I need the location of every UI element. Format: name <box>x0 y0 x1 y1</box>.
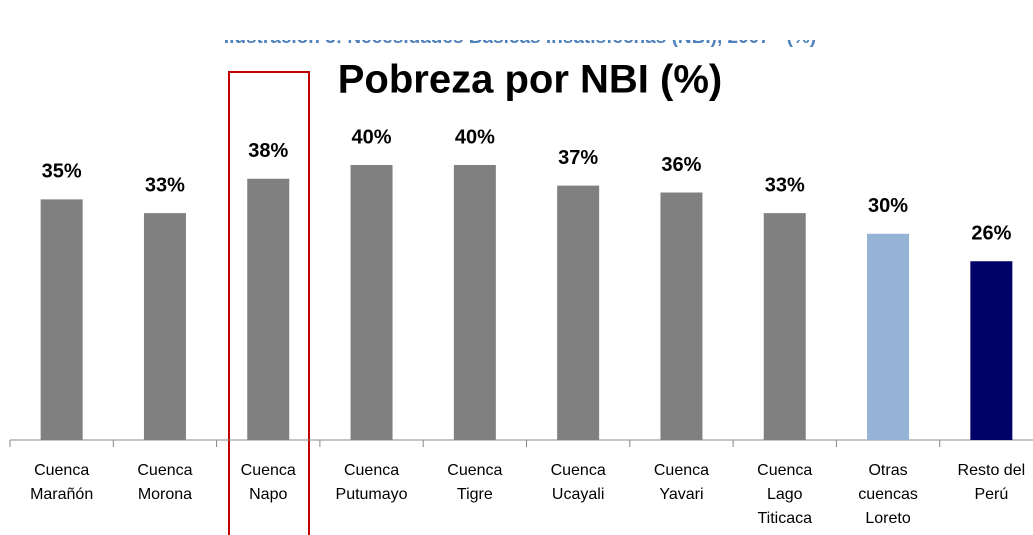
x-tick-label: Cuenca Ucayali <box>551 462 606 503</box>
highlight-box <box>228 71 310 535</box>
value-label: 37% <box>558 147 598 169</box>
x-tick-label: Cuenca Napo <box>241 462 296 503</box>
x-tick-label: Cuenca Morona <box>137 462 192 503</box>
value-label: 35% <box>42 161 82 183</box>
bar <box>247 178 290 440</box>
caption: Ilustración 3: Necesidades Básicas Insat… <box>224 27 816 48</box>
value-label: 26% <box>971 223 1011 245</box>
bar <box>453 165 496 440</box>
value-label: 40% <box>352 126 392 148</box>
x-tick-label: Cuenca Yavari <box>654 462 709 503</box>
bar <box>557 185 600 440</box>
value-label: 40% <box>455 126 495 148</box>
x-tick-label: Resto del Perú <box>958 462 1026 503</box>
bar <box>660 192 703 440</box>
bar <box>350 165 393 440</box>
x-tick-label: Cuenca Putumayo <box>336 462 408 503</box>
value-label: 38% <box>248 140 288 162</box>
value-label: 33% <box>765 174 805 196</box>
x-tick-label: Otras cuencas Loreto <box>858 462 918 527</box>
bar <box>970 261 1013 440</box>
value-label: 36% <box>661 154 701 176</box>
bar <box>40 199 83 440</box>
bar <box>143 213 186 440</box>
x-tick-label: Cuenca Lago Titicaca <box>757 462 812 527</box>
bar <box>867 233 910 440</box>
value-label: 33% <box>145 174 185 196</box>
x-tick-label: Cuenca Tigre <box>447 462 502 503</box>
x-tick-label: Cuenca Marañón <box>30 462 93 503</box>
bar <box>763 213 806 440</box>
chart-title: Pobreza por NBI (%) <box>338 58 722 102</box>
value-label: 30% <box>868 195 908 217</box>
